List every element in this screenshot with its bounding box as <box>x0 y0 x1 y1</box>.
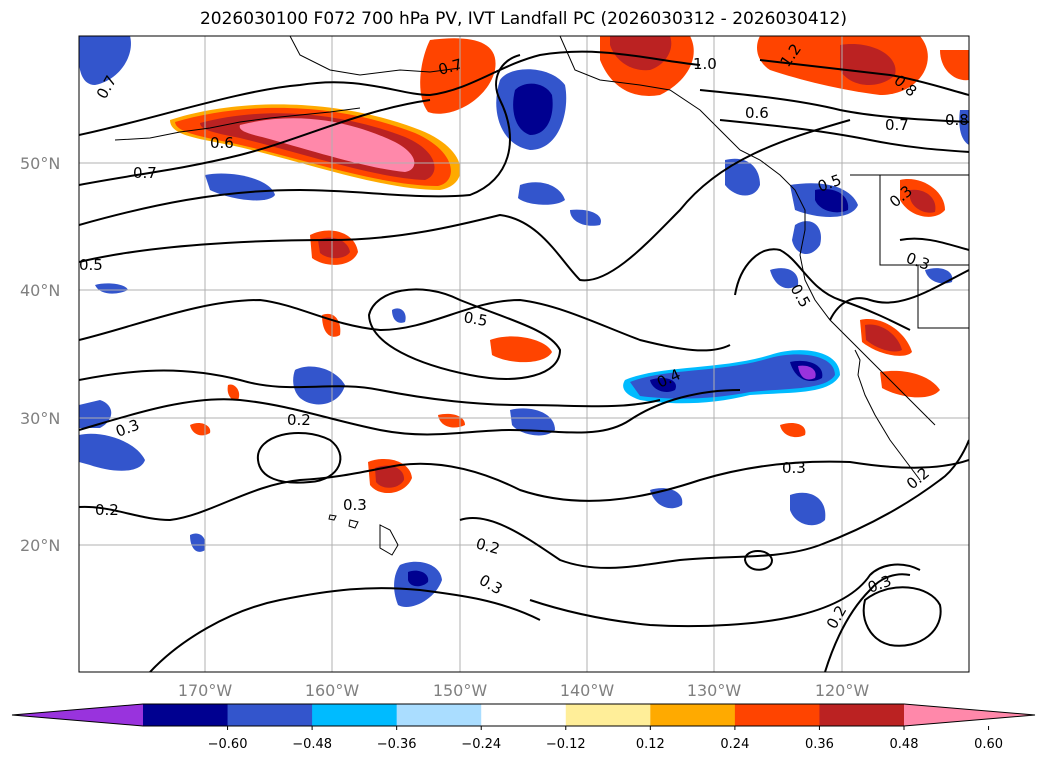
contour-label: 0.5 <box>79 256 103 274</box>
colorbar-swatch <box>819 704 905 726</box>
contour-label: 0.2 <box>474 534 502 558</box>
colorbar-extension-high <box>904 704 1035 726</box>
lat-label: 20°N <box>20 536 60 555</box>
contour-label: 0.5 <box>462 308 489 330</box>
colorbar-swatch <box>650 704 736 726</box>
map-frame <box>78 35 970 673</box>
lon-label: 170°W <box>178 681 233 700</box>
lat-label: 30°N <box>20 409 60 428</box>
latitude-labels: 50°N 40°N 30°N 20°N <box>20 154 60 555</box>
colorbar-swatch <box>396 704 482 726</box>
map-title: 2026030100 F072 700 hPa PV, IVT Landfall… <box>199 9 847 29</box>
colorbar-tick-label: 0.60 <box>974 737 1003 752</box>
lat-label: 50°N <box>20 154 60 173</box>
contour-label: 0.7 <box>133 164 157 182</box>
colorbar-tick-label: −0.24 <box>461 737 501 752</box>
pv-shading <box>79 36 969 608</box>
coastlines <box>114 36 969 556</box>
contour-label: 0.3 <box>782 459 806 477</box>
contour-label: 0.2 <box>287 411 311 429</box>
colorbar-swatch <box>481 704 567 726</box>
colorbar-tick-label: 0.48 <box>890 737 919 752</box>
colorbar: −0.60 −0.48 −0.36 −0.24 −0.12 0.12 0.24 0.36 0.4… <box>11 703 1036 752</box>
contour-label: 0.6 <box>745 104 769 122</box>
contour-label: 1.0 <box>693 55 717 73</box>
map-panel: 0.7 0.7 1.0 1.2 0.8 0.6 0.6 0.7 0.8 0.7 … <box>78 35 970 673</box>
colorbar-extension-low <box>12 704 143 726</box>
lon-label: 150°W <box>433 681 488 700</box>
colorbar-tick-label: −0.36 <box>377 737 417 752</box>
colorbar-tick-label: 0.36 <box>805 737 834 752</box>
colorbar-tick-label: −0.60 <box>208 737 248 752</box>
longitude-labels: 170°W 160°W 150°W 140°W 130°W 120°W <box>178 681 870 700</box>
contour-label: 0.7 <box>885 116 909 134</box>
colorbar-swatch <box>227 704 313 726</box>
lon-label: 120°W <box>815 681 870 700</box>
contour-label: 0.2 <box>95 501 119 519</box>
colorbar-swatch <box>734 704 820 726</box>
lon-label: 130°W <box>687 681 742 700</box>
contour-label: 0.3 <box>343 496 367 514</box>
lon-label: 160°W <box>305 681 360 700</box>
lon-label: 140°W <box>560 681 615 700</box>
lat-label: 40°N <box>20 281 60 300</box>
colorbar-tick-label: 0.24 <box>720 737 749 752</box>
colorbar-tick-label: −0.12 <box>546 737 586 752</box>
ivt-contours <box>79 50 969 672</box>
colorbar-swatch <box>143 704 229 726</box>
colorbar-swatch <box>565 704 651 726</box>
colorbar-swatch <box>312 704 398 726</box>
contour-label: 0.7 <box>436 55 464 79</box>
colorbar-tick-label: −0.48 <box>292 737 332 752</box>
colorbar-tick-label: 0.12 <box>636 737 665 752</box>
contour-label: 0.6 <box>210 134 234 152</box>
contour-label: 0.8 <box>945 111 969 129</box>
